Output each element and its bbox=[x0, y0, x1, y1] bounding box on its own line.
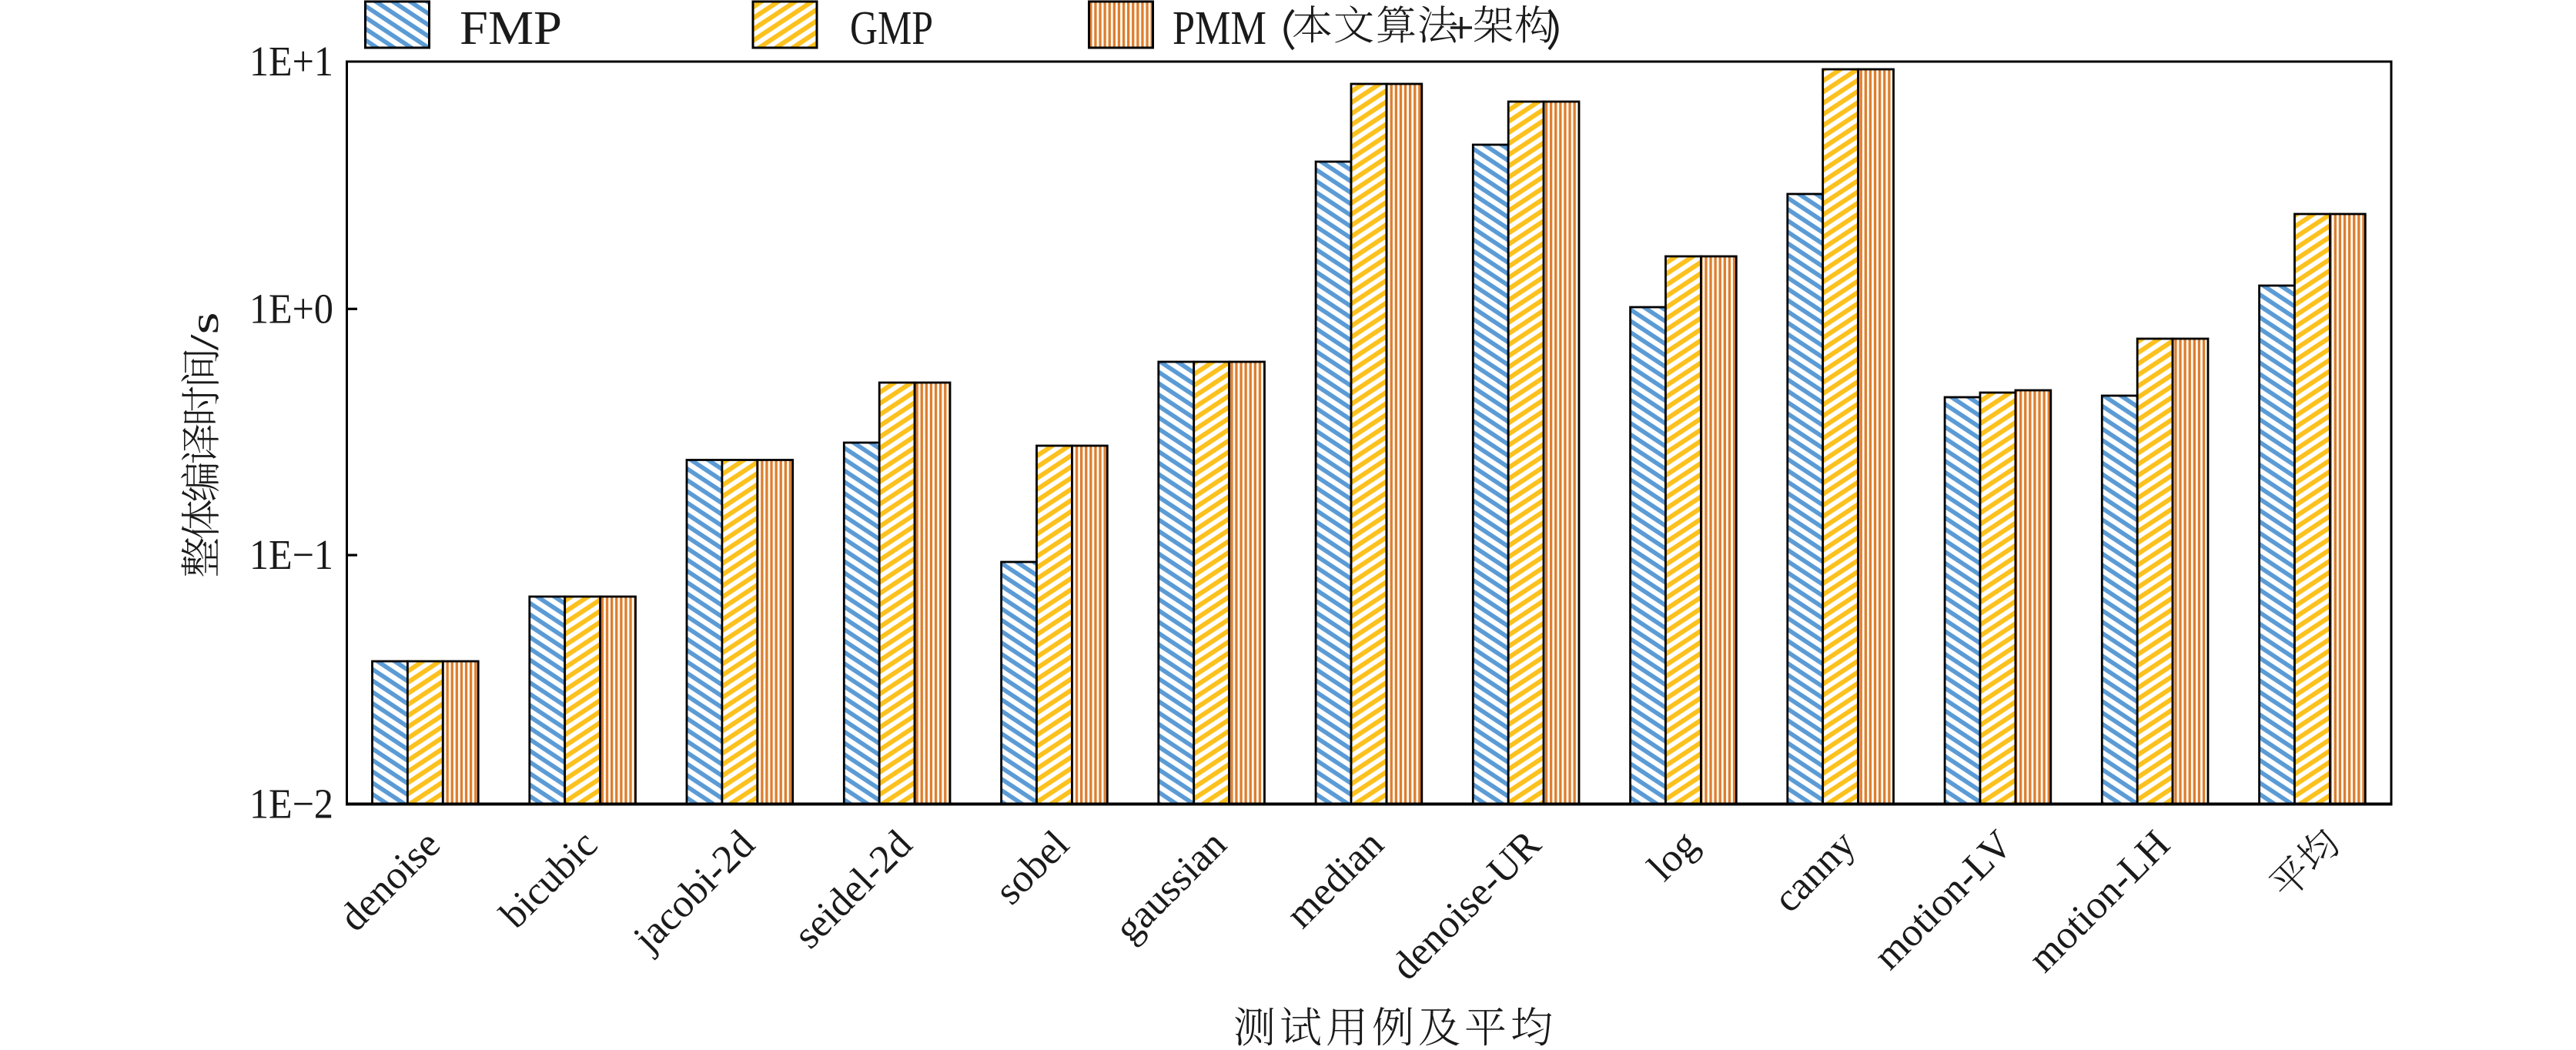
svg-text:1E−1: 1E−1 bbox=[249, 531, 333, 578]
svg-text:GMP: GMP bbox=[850, 2, 933, 55]
svg-text:denoise: denoise bbox=[331, 822, 449, 940]
svg-text:sobel: sobel bbox=[987, 822, 1078, 913]
svg-text:FMP: FMP bbox=[460, 2, 562, 55]
svg-text:bicubic: bicubic bbox=[492, 822, 607, 937]
svg-text:denoise-UR: denoise-UR bbox=[1383, 822, 1550, 988]
svg-text:motion-LH: motion-LH bbox=[2020, 822, 2179, 981]
svg-text:median: median bbox=[1278, 822, 1393, 937]
svg-text:/s: /s bbox=[182, 312, 227, 350]
svg-text:motion-LV: motion-LV bbox=[1865, 822, 2021, 978]
svg-text:seidel-2d: seidel-2d bbox=[786, 822, 921, 957]
svg-text:jacobi-2d: jacobi-2d bbox=[624, 822, 764, 961]
svg-text:1E+0: 1E+0 bbox=[249, 285, 333, 332]
svg-text:1E−2: 1E−2 bbox=[249, 781, 333, 828]
svg-text:1E+1: 1E+1 bbox=[249, 38, 333, 85]
svg-text:PMM: PMM bbox=[1173, 2, 1266, 55]
svg-text:gaussian: gaussian bbox=[1106, 822, 1235, 951]
svg-text:canny: canny bbox=[1765, 822, 1864, 921]
svg-text:log: log bbox=[1640, 822, 1707, 889]
